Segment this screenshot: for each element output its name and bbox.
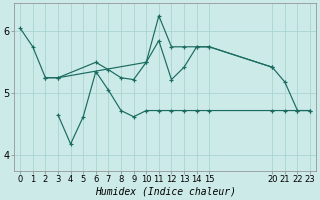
X-axis label: Humidex (Indice chaleur): Humidex (Indice chaleur) [95,187,236,197]
